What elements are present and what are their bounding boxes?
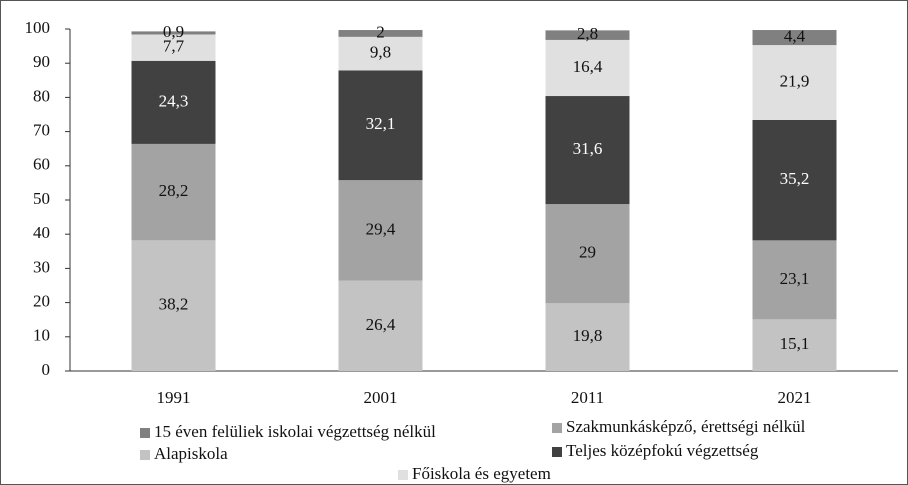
data-label: 28,2 xyxy=(159,181,189,200)
data-label: 19,8 xyxy=(573,326,603,345)
data-label: 29 xyxy=(579,243,596,262)
legend-swatch xyxy=(140,428,150,438)
data-label: 16,4 xyxy=(573,57,603,76)
data-label: 9,8 xyxy=(370,43,391,62)
bar-segment xyxy=(752,30,837,46)
data-label: 0,9 xyxy=(163,22,184,41)
bar-segment xyxy=(545,96,630,205)
legend-label: Alapiskola xyxy=(154,444,228,463)
bar-segment xyxy=(752,240,837,320)
legend-label: Szakmunkásképző, érettségi nélkül xyxy=(566,417,806,436)
data-label: 7,7 xyxy=(163,37,185,56)
data-label: 31,6 xyxy=(573,139,603,158)
bar-segment xyxy=(338,70,423,181)
y-tick-label: 70 xyxy=(33,121,50,140)
y-tick-label: 10 xyxy=(33,326,50,345)
bar-segment xyxy=(131,34,216,61)
data-label: 4,4 xyxy=(784,26,806,45)
legend-label: Főiskola és egyetem xyxy=(412,464,551,483)
data-label: 35,2 xyxy=(780,169,810,188)
bar-segment xyxy=(338,180,423,281)
y-tick-label: 0 xyxy=(42,360,51,379)
legend-swatch xyxy=(140,450,150,460)
y-tick-label: 60 xyxy=(33,155,50,174)
bar-segment xyxy=(545,39,630,97)
y-tick-label: 40 xyxy=(33,223,50,242)
bar-segment xyxy=(752,319,837,371)
y-tick-label: 90 xyxy=(33,52,50,71)
x-tick-label: 1991 xyxy=(157,388,191,407)
bar-segment xyxy=(338,280,423,371)
legend-label: 15 éven felüliek iskolai végzettség nélk… xyxy=(154,422,436,441)
data-label: 24,3 xyxy=(159,91,189,110)
y-tick-label: 20 xyxy=(33,292,50,311)
data-label: 15,1 xyxy=(780,334,810,353)
bar-segment xyxy=(752,45,837,120)
y-tick-label: 100 xyxy=(25,18,51,37)
x-tick-label: 2021 xyxy=(778,388,812,407)
bar-segment xyxy=(131,143,216,241)
data-label: 2,8 xyxy=(577,24,598,43)
data-label: 32,1 xyxy=(366,114,396,133)
bar-segment xyxy=(545,204,630,304)
data-label: 29,4 xyxy=(366,219,396,238)
bar-segment xyxy=(338,30,423,37)
bar-segment xyxy=(752,119,837,241)
y-tick-label: 30 xyxy=(33,257,50,276)
bar-segment xyxy=(131,31,216,35)
data-label: 21,9 xyxy=(780,71,810,90)
data-label: 2 xyxy=(376,22,385,41)
bar-segment xyxy=(338,36,423,71)
legend-swatch xyxy=(552,423,562,433)
bar-segment xyxy=(545,303,630,371)
x-tick-label: 2001 xyxy=(364,388,398,407)
data-label: 23,1 xyxy=(780,269,810,288)
y-tick-label: 50 xyxy=(33,189,50,208)
legend-swatch xyxy=(398,470,408,480)
x-tick-label: 2011 xyxy=(571,388,604,407)
data-label: 38,2 xyxy=(159,295,189,314)
y-tick-label: 80 xyxy=(33,86,50,105)
bar-segment xyxy=(131,240,216,371)
bar-segment xyxy=(131,60,216,144)
bar-segment xyxy=(545,30,630,40)
data-label: 26,4 xyxy=(366,315,396,334)
legend-label: Teljes középfokú végzettség xyxy=(566,441,759,460)
legend-swatch xyxy=(552,447,562,457)
